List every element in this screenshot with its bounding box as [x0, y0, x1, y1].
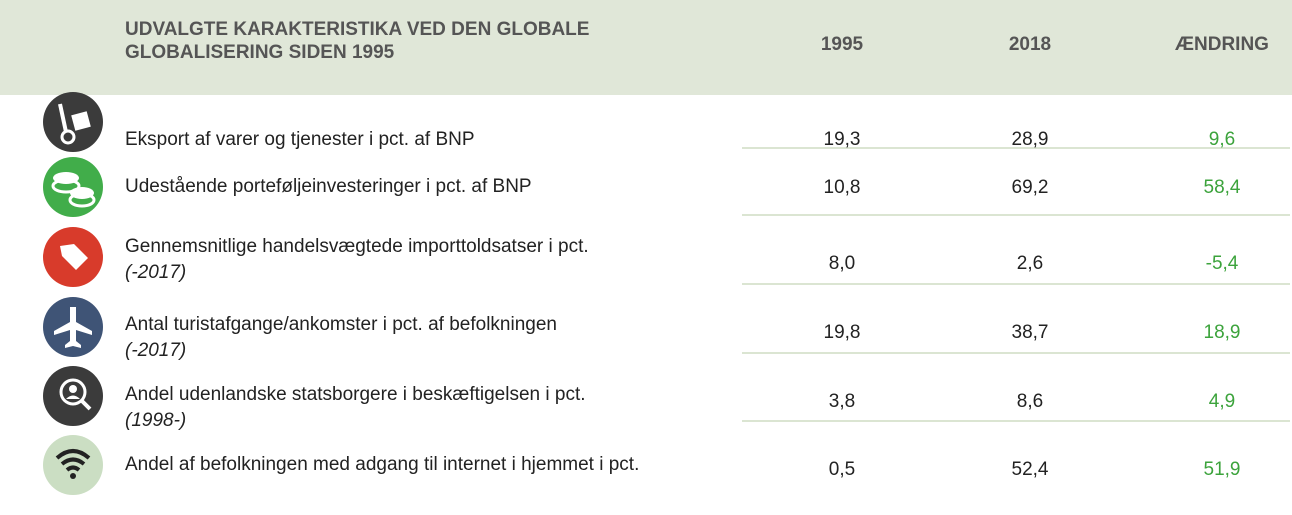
row-label: Andel af befolkningen med adgang til int…	[125, 452, 740, 478]
label-text: Eksport af varer og tjenester i pct. af …	[125, 129, 475, 150]
icon-wifi	[43, 435, 103, 495]
year-value: 69,2	[1011, 177, 1049, 198]
row-separator	[742, 352, 1290, 354]
row-label: Gennemsnitlige handelsvægtede importtold…	[125, 234, 740, 286]
change-value: 58,4	[1203, 177, 1241, 198]
row-label: Eksport af varer og tjenester i pct. af …	[125, 127, 740, 153]
row-label: Udestående porteføljeinvesteringer i pct…	[125, 174, 740, 200]
header-bar	[0, 0, 1292, 95]
year-value: 8,0	[828, 253, 856, 274]
year-value: 38,7	[1011, 322, 1049, 343]
label-text: Gennemsnitlige handelsvægtede importtold…	[125, 236, 589, 257]
label-text: Antal turistafgange/ankomster i pct. af …	[125, 314, 557, 335]
change-value: 51,9	[1203, 459, 1241, 480]
icon-people	[43, 366, 103, 426]
change-value: 9,6	[1208, 129, 1236, 150]
label-text: Udestående porteføljeinvesteringer i pct…	[125, 176, 532, 197]
year-value: 3,8	[828, 391, 856, 412]
year-value: 19,3	[823, 129, 861, 150]
year-value: 0,5	[828, 459, 856, 480]
year-value: 2,6	[1016, 253, 1044, 274]
label-text: Andel udenlandske statsborgere i beskæft…	[125, 384, 586, 405]
row-separator	[742, 147, 1290, 149]
year-value: 28,9	[1011, 129, 1049, 150]
table-title: UDVALGTE KARAKTERISTIKA VED DEN GLOBALE …	[125, 19, 590, 63]
year-value: 52,4	[1011, 459, 1049, 480]
column-header: ÆNDRING	[1175, 34, 1269, 55]
row-separator	[742, 214, 1290, 216]
year-value: 10,8	[823, 177, 861, 198]
change-value: -5,4	[1205, 253, 1239, 274]
change-value: 18,9	[1203, 322, 1241, 343]
icon-export	[43, 92, 103, 152]
year-value: 19,8	[823, 322, 861, 343]
label-note: (1998-)	[125, 410, 187, 431]
change-value: 4,9	[1208, 391, 1236, 412]
row-separator	[742, 420, 1290, 422]
row-separator	[742, 283, 1290, 285]
label-note: (-2017)	[125, 262, 187, 283]
icons	[43, 92, 103, 495]
icon-coins	[43, 157, 103, 217]
label-note: (-2017)	[125, 340, 187, 361]
icon-plane	[43, 297, 103, 357]
row-label: Antal turistafgange/ankomster i pct. af …	[125, 312, 740, 364]
label-text: Andel af befolkningen med adgang til int…	[125, 454, 640, 475]
icon-tag	[43, 227, 103, 287]
column-header: 2018	[1008, 34, 1052, 55]
column-header: 1995	[820, 34, 864, 55]
year-value: 8,6	[1016, 391, 1044, 412]
row-label: Andel udenlandske statsborgere i beskæft…	[125, 382, 740, 434]
